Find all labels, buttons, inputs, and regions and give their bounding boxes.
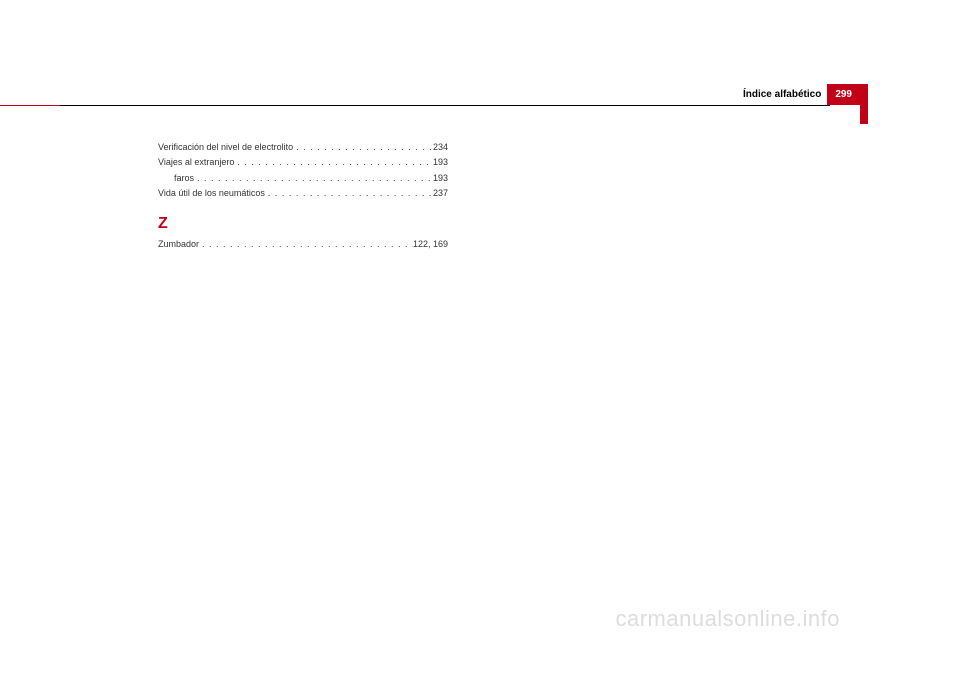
- index-entry: Viajes al extranjero . . . . . . . . . .…: [158, 155, 448, 170]
- leader-dots: . . . . . . . . . . . . . . . . . . . . …: [293, 140, 433, 155]
- index-entry: Vida útil de los neumáticos . . . . . . …: [158, 186, 448, 201]
- index-entry-sub: faros . . . . . . . . . . . . . . . . . …: [158, 171, 448, 186]
- page-header: Índice alfabético 299: [743, 84, 860, 105]
- entry-label: Verificación del nivel de electrolito: [158, 140, 293, 155]
- side-tab: [860, 84, 868, 124]
- entry-page: 237: [433, 186, 448, 201]
- entry-page: 193: [433, 155, 448, 170]
- watermark: carmanualsonline.info: [615, 606, 840, 632]
- entry-label: Vida útil de los neumáticos: [158, 186, 265, 201]
- document-page: Índice alfabético 299 Verificación del n…: [0, 0, 960, 678]
- index-entry: Zumbador . . . . . . . . . . . . . . . .…: [158, 237, 448, 252]
- entry-page: 193: [433, 171, 448, 186]
- entry-page: 234: [433, 140, 448, 155]
- header-rule-accent: [0, 105, 60, 106]
- entry-label: Viajes al extranjero: [158, 155, 234, 170]
- leader-dots: . . . . . . . . . . . . . . . . . . . . …: [194, 171, 433, 186]
- entry-page: 122, 169: [413, 237, 448, 252]
- entry-label: Zumbador: [158, 237, 199, 252]
- leader-dots: . . . . . . . . . . . . . . . . . . . . …: [234, 155, 433, 170]
- page-number: 299: [827, 84, 860, 105]
- leader-dots: . . . . . . . . . . . . . . . . . . . . …: [265, 186, 433, 201]
- entry-label: faros: [174, 171, 194, 186]
- section-title: Índice alfabético: [743, 89, 821, 100]
- index-entry: Verificación del nivel de electrolito . …: [158, 140, 448, 155]
- section-letter-z: Z: [158, 215, 448, 233]
- header-rule: [0, 105, 830, 106]
- index-content: Verificación del nivel de electrolito . …: [158, 140, 448, 252]
- leader-dots: . . . . . . . . . . . . . . . . . . . . …: [199, 237, 413, 252]
